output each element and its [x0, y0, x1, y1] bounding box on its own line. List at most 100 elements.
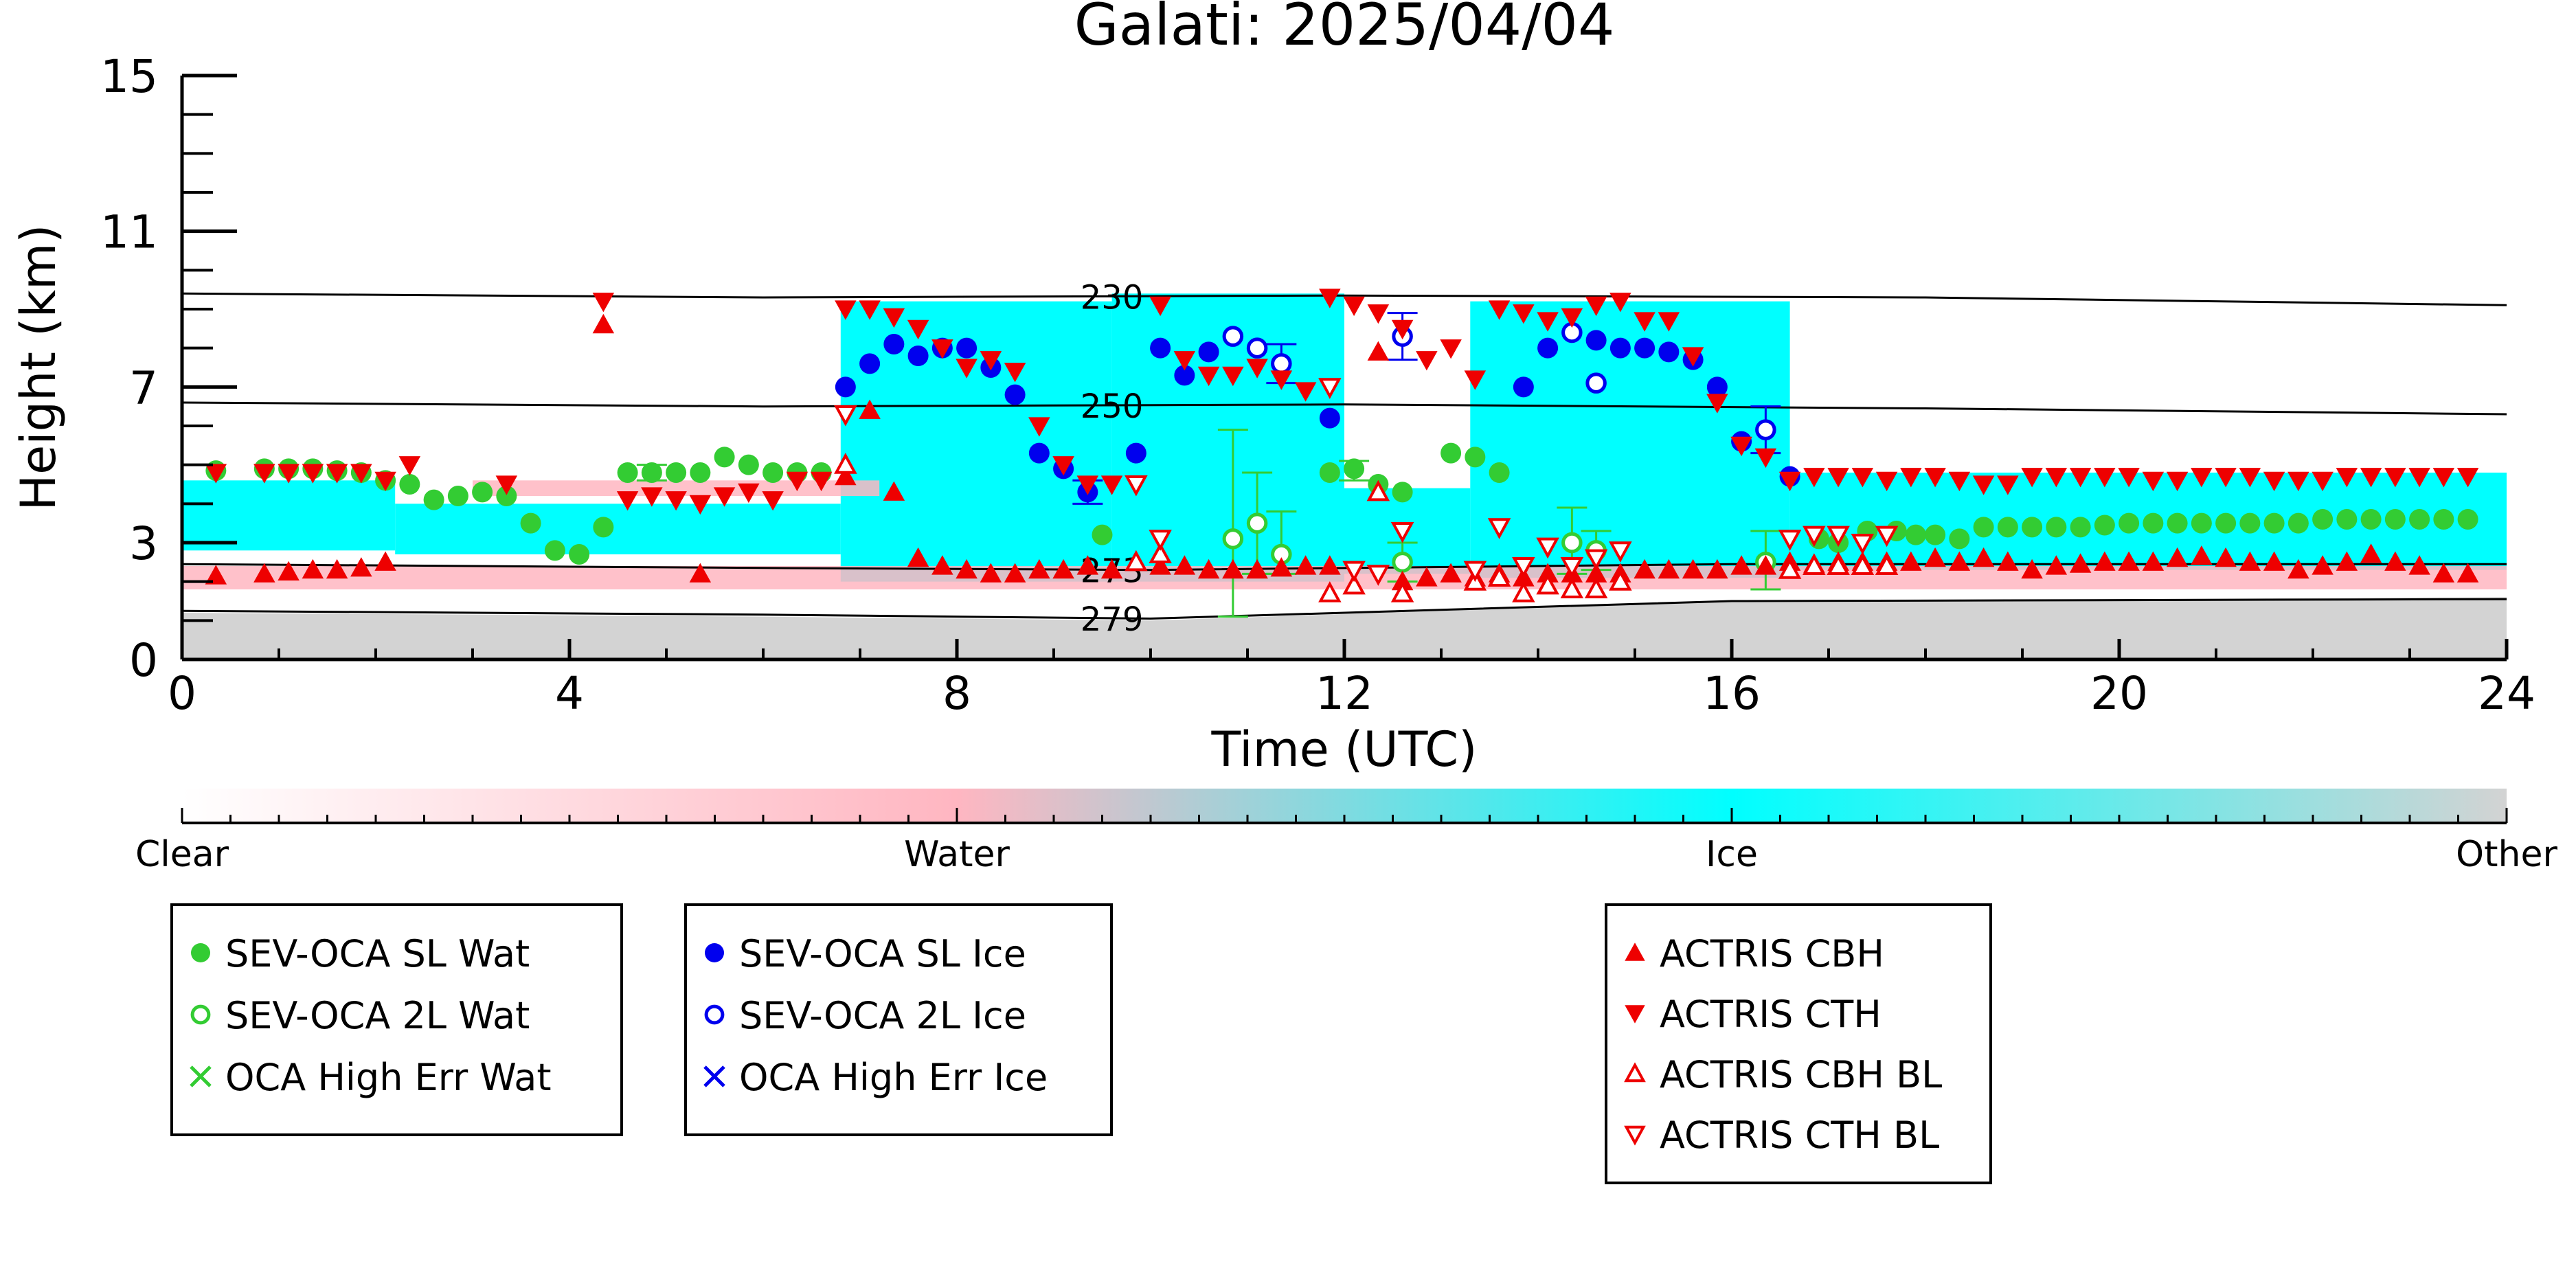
point-actris-cth [665, 491, 687, 511]
legend-marker-actris-cth [1625, 1005, 1645, 1024]
point-actris-cbh [1391, 570, 1414, 591]
point-actris-cbh-bl [1851, 554, 1875, 576]
legend-marker-sev-oca-2l-ice [704, 1004, 725, 1025]
point-sev-oca-sl-wat [2191, 512, 2212, 534]
point-sev-oca-sl-wat [2239, 512, 2261, 534]
legend-label-actris-cth-bl: ACTRIS CTH BL [1660, 1114, 1939, 1157]
legend-label-sev-oca-2l-wat: SEV-OCA 2L Wat [225, 994, 530, 1037]
point-actris-cth [1052, 456, 1074, 476]
x-tick-label: 4 [555, 667, 584, 720]
point-actris-cbh [1004, 563, 1026, 583]
point-actris-cth [1270, 370, 1293, 390]
point-sev-oca-sl-wat [2094, 515, 2115, 536]
point-actris-cbh [1924, 547, 1946, 567]
point-sev-oca-sl-wat [593, 517, 614, 538]
point-actris-cbh [326, 558, 348, 579]
point-sev-oca-sl-ice [956, 337, 978, 359]
point-actris-cth-bl [1536, 537, 1559, 559]
point-sev-oca-sl-wat [1489, 462, 1510, 483]
point-actris-cth [980, 351, 1002, 371]
point-actris-cbh [1682, 558, 1704, 579]
axes: 0 4 8 12 16 20 24 0 3 7 11 15 [100, 50, 2535, 720]
point-actris-cbh [1052, 558, 1074, 579]
colorbar-label: Clear [135, 834, 229, 875]
point-sev-oca-sl-wat [738, 454, 759, 475]
point-actris-cbh [1634, 558, 1656, 579]
point-actris-cbh [2021, 558, 2043, 579]
point-sev-oca-sl-wat [617, 462, 638, 483]
point-actris-cth [2045, 468, 2068, 488]
point-sev-oca-sl-wat [1905, 524, 1926, 545]
point-sev-oca-sl-wat [2336, 509, 2358, 530]
point-sev-oca-sl-ice [1537, 337, 1559, 359]
point-actris-cbh [1100, 558, 1123, 579]
legend-label-actris-cth: ACTRIS CTH [1660, 993, 1882, 1036]
point-actris-cth [1972, 475, 1995, 495]
point-actris-cth [1851, 468, 1874, 488]
point-actris-cbh [907, 547, 929, 567]
point-actris-cbh-bl [1512, 581, 1535, 602]
point-actris-cbh [2312, 555, 2334, 575]
point-actris-cth [1367, 304, 1390, 324]
point-actris-cbh [1028, 558, 1050, 579]
point-actris-cth [1948, 471, 1971, 492]
point-actris-cth [1658, 312, 1680, 332]
point-actris-cth [1827, 468, 1849, 488]
point-sev-oca-sl-ice [1150, 337, 1171, 359]
point-actris-cth [859, 300, 881, 320]
point-actris-cth [1100, 475, 1123, 495]
point-sev-oca-sl-wat [2457, 509, 2478, 530]
point-actris-cth [641, 487, 663, 507]
y-tick-label: 7 [129, 361, 158, 414]
point-sev-oca-sl-wat [2119, 512, 2140, 534]
point-actris-cbh-bl [1609, 569, 1632, 591]
point-sev-oca-sl-wat [569, 544, 590, 565]
legend-box-1: SEV-OCA SL Wat SEV-OCA 2L Wat OCA High Err… [170, 903, 623, 1136]
y-axis-label: Height (km) [10, 225, 67, 511]
point-sev-oca-sl-wat [472, 482, 493, 503]
contour-230 [182, 292, 2507, 306]
point-actris-cbh [2456, 563, 2479, 583]
point-actris-cth [2239, 468, 2261, 488]
point-actris-cbh [205, 565, 227, 585]
point-actris-cth-bl [1827, 526, 1850, 547]
point-sev-oca-sl-wat [666, 462, 687, 483]
point-actris-cth [762, 491, 784, 511]
errorbar-sev-oca-2l-wat [1217, 429, 1248, 618]
y-tick-label: 3 [129, 517, 158, 570]
legend-box-2: SEV-OCA SL Ice SEV-OCA 2L Ice OCA High Err… [684, 903, 1113, 1136]
point-actris-cth [1294, 382, 1317, 402]
point-sev-oca-sl-wat [1949, 528, 1970, 550]
point-actris-cbh-bl [1827, 554, 1850, 576]
contour-label-230: 230 [1081, 278, 1144, 317]
point-actris-cth [2021, 468, 2043, 488]
point-actris-cbh [1319, 555, 1341, 575]
point-actris-cbh [956, 558, 978, 579]
point-sev-oca-sl-wat [2070, 517, 2091, 538]
point-actris-cbh-bl [1875, 554, 1899, 576]
point-sev-oca-2l-ice [1246, 337, 1268, 359]
point-actris-cth-bl [1463, 561, 1487, 583]
point-actris-cth [1391, 319, 1414, 340]
point-actris-cth [1609, 293, 1631, 313]
point-actris-cth [2432, 468, 2455, 488]
point-sev-oca-sl-wat [1925, 524, 1946, 545]
contour-label-279: 279 [1081, 600, 1144, 639]
contour-label-250: 250 [1081, 387, 1144, 426]
colorbar: Clear Water Ice Other [135, 789, 2557, 875]
point-actris-cth-bl [1342, 561, 1366, 583]
legend-label-sev-oca-sl-wat: SEV-OCA SL Wat [225, 932, 530, 975]
x-tick-label: 8 [942, 667, 971, 720]
point-sev-oca-sl-wat [762, 462, 784, 483]
point-actris-cbh-bl [1390, 581, 1414, 602]
point-actris-cth [1997, 475, 2019, 495]
point-sev-oca-sl-wat [2409, 509, 2430, 530]
ice-region [395, 504, 841, 554]
point-actris-cbh [2166, 547, 2189, 567]
legend-label-oca-high-err-wat: OCA High Err Wat [225, 1056, 552, 1099]
point-sev-oca-sl-wat [2167, 512, 2188, 534]
point-sev-oca-sl-ice [859, 353, 881, 374]
point-actris-cth [1803, 468, 1825, 488]
point-actris-cth [689, 495, 712, 515]
